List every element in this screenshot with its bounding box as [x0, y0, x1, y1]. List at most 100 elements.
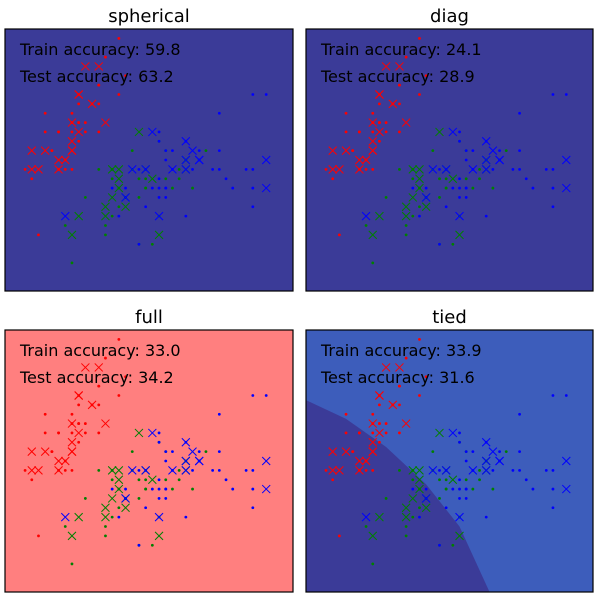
- train-point: [331, 177, 335, 181]
- train-point: [217, 468, 221, 472]
- test-point: [395, 363, 404, 372]
- train-point: [371, 111, 375, 115]
- test-point: [94, 62, 104, 71]
- train-point: [157, 497, 161, 500]
- train-point: [164, 497, 168, 500]
- test-point: [468, 165, 478, 174]
- test-point: [361, 211, 371, 221]
- test-point: [408, 165, 418, 174]
- test-point: [368, 146, 378, 155]
- train-point: [511, 468, 515, 472]
- test-point: [114, 174, 124, 184]
- train-point: [191, 186, 194, 190]
- test-point: [114, 165, 124, 174]
- train-point: [518, 167, 521, 171]
- test-point: [141, 466, 151, 475]
- test-point: [428, 466, 438, 475]
- test-point: [261, 484, 271, 494]
- train-point: [464, 478, 468, 482]
- train-point: [70, 261, 74, 265]
- train-point: [150, 186, 154, 190]
- test-point: [448, 127, 458, 137]
- train-point: [164, 149, 168, 153]
- train-point: [404, 233, 408, 237]
- train-point: [211, 167, 215, 171]
- train-point: [124, 186, 127, 190]
- test-point: [261, 155, 271, 165]
- test-point: [60, 155, 70, 165]
- train-point: [344, 130, 348, 134]
- train-point: [531, 487, 535, 491]
- train-point: [117, 93, 121, 96]
- train-point: [518, 111, 521, 115]
- panel-frame: [4, 28, 294, 292]
- test-point: [328, 165, 338, 174]
- panel-title: full: [135, 307, 163, 328]
- train-point: [438, 196, 441, 199]
- train-point: [83, 196, 87, 199]
- train-point: [364, 167, 368, 171]
- train-point: [351, 149, 355, 153]
- test-point: [435, 127, 444, 137]
- train-point: [458, 431, 461, 435]
- train-point: [217, 167, 221, 171]
- train-point: [171, 186, 174, 190]
- test-point: [87, 99, 97, 109]
- train-point: [371, 167, 375, 171]
- test-point: [441, 466, 451, 475]
- train-point: [164, 459, 168, 463]
- train-point: [83, 497, 87, 500]
- train-point: [451, 543, 455, 547]
- test-point: [448, 428, 458, 438]
- train-point: [458, 186, 461, 190]
- train-point: [471, 450, 475, 454]
- test-point: [495, 456, 504, 466]
- train-point: [150, 487, 154, 491]
- train-point: [371, 562, 375, 566]
- train-point: [110, 515, 114, 519]
- panel-background: [306, 29, 593, 291]
- train-point: [77, 440, 81, 444]
- train-point: [384, 422, 388, 425]
- test-point: [147, 174, 157, 184]
- test-point: [154, 211, 164, 221]
- test-point: [355, 155, 364, 165]
- test-point: [107, 165, 117, 174]
- test-point: [54, 165, 63, 174]
- train-point: [171, 149, 174, 153]
- test-point: [141, 165, 151, 174]
- test-point: [401, 118, 411, 127]
- test-point: [94, 363, 104, 372]
- train-point: [231, 186, 235, 190]
- train-point: [83, 422, 87, 425]
- train-point: [404, 525, 408, 528]
- panel-full: Train accuracy: 33.0 Test accuracy: 34.2 f…: [4, 307, 294, 593]
- panel-spherical: Train accuracy: 59.8 Test accuracy: 63.2 s…: [4, 6, 294, 292]
- train-point: [411, 515, 415, 519]
- test-point: [67, 447, 77, 456]
- train-point: [164, 450, 168, 454]
- train-accuracy-label: Train accuracy: 33.0: [19, 341, 181, 360]
- test-point: [401, 211, 411, 221]
- test-point: [455, 230, 464, 240]
- train-point: [110, 177, 114, 181]
- train-point: [398, 431, 401, 435]
- train-point: [524, 177, 528, 181]
- test-point: [194, 155, 204, 165]
- train-point: [217, 111, 221, 115]
- train-point: [464, 186, 468, 190]
- train-point: [264, 394, 268, 397]
- test-point: [67, 118, 77, 127]
- train-point: [378, 139, 381, 143]
- train-point: [531, 186, 535, 190]
- test-point: [181, 165, 191, 174]
- panel-background: [5, 330, 293, 592]
- test-point: [401, 202, 411, 212]
- train-accuracy-label: Train accuracy: 24.1: [320, 40, 482, 59]
- train-point: [364, 525, 368, 528]
- test-point: [388, 99, 398, 109]
- train-point: [431, 149, 435, 153]
- train-point: [104, 525, 107, 528]
- train-point: [331, 478, 335, 482]
- train-point: [157, 186, 161, 190]
